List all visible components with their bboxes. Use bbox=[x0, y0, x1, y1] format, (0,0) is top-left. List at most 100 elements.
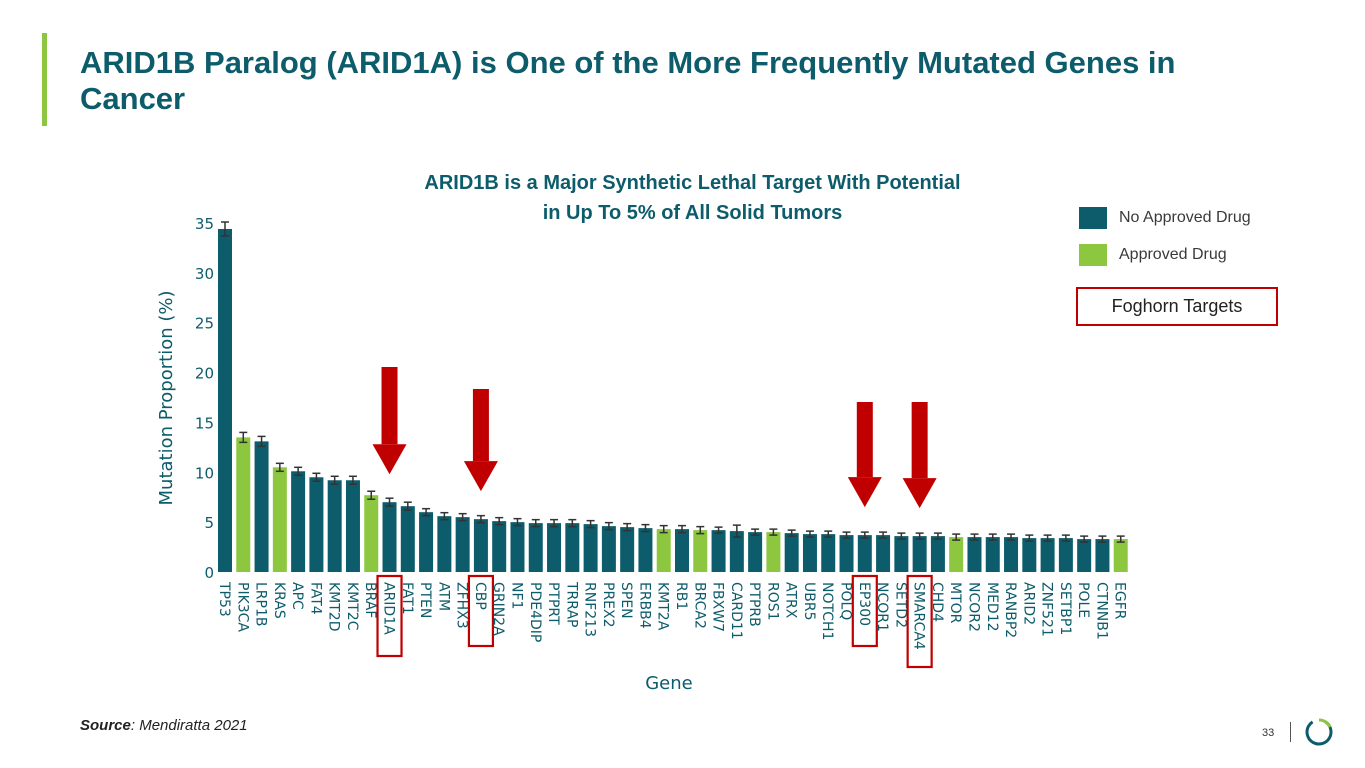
arrow-head-arid1a bbox=[372, 444, 407, 475]
bar-cbp bbox=[473, 519, 488, 572]
bar-trrap bbox=[565, 523, 580, 572]
x-tick-label-cbp: CBP bbox=[472, 582, 488, 610]
bar-kmt2c bbox=[345, 480, 360, 572]
bar-fbxw7 bbox=[711, 530, 726, 572]
x-tick-label-tp53: TP53 bbox=[216, 581, 232, 617]
y-tick-label: 35 bbox=[195, 215, 214, 233]
foghorn-box-smarca4 bbox=[906, 574, 933, 669]
x-tick-label-arid1a: ARID1A bbox=[381, 582, 397, 635]
x-tick-label-fat4: FAT4 bbox=[307, 582, 323, 615]
bar-pde4dip bbox=[528, 523, 543, 572]
legend-label-no-drug: No Approved Drug bbox=[1119, 209, 1251, 226]
x-tick-label-znf521: ZNF521 bbox=[1039, 582, 1055, 637]
foghorn-box-ep300 bbox=[851, 574, 878, 648]
bar-smarca4 bbox=[912, 536, 927, 572]
x-tick-label-rb1: RB1 bbox=[673, 582, 689, 610]
x-tick-label-ubr5: UBR5 bbox=[801, 582, 817, 621]
bar-notch1 bbox=[821, 534, 836, 572]
x-tick-label-pole: POLE bbox=[1075, 582, 1091, 618]
bar-pik3ca bbox=[236, 437, 251, 572]
x-tick-label-kras: KRAS bbox=[271, 582, 287, 619]
legend-approved-drug: Approved Drug bbox=[1079, 243, 1227, 267]
bar-polq bbox=[839, 535, 854, 572]
chart-subtitle-line-1: ARID1B is a Major Synthetic Lethal Targe… bbox=[424, 172, 961, 194]
bar-braf bbox=[364, 495, 379, 572]
x-tick-label-smarca4: SMARCA4 bbox=[911, 582, 927, 650]
x-tick-label-egfr: EGFR bbox=[1112, 582, 1128, 620]
x-tick-label-ptprt: PTPRT bbox=[545, 582, 561, 625]
foghorn-box-cbp bbox=[467, 574, 495, 648]
x-tick-label-setbp1: SETBP1 bbox=[1057, 582, 1073, 635]
bar-ncor1 bbox=[876, 535, 891, 572]
foghorn-logo-icon bbox=[1305, 718, 1333, 746]
x-tick-label-kmt2a: KMT2A bbox=[655, 582, 671, 631]
bar-nf1 bbox=[510, 522, 525, 572]
x-tick-label-pten: PTEN bbox=[417, 582, 433, 618]
bar-fat1 bbox=[400, 506, 415, 572]
bar-mtor bbox=[949, 537, 964, 572]
foghorn-box-arid1a bbox=[376, 574, 403, 658]
x-tick-label-trrap: TRRAP bbox=[563, 581, 579, 627]
x-tick-label-ranbp2: RANBP2 bbox=[1002, 582, 1018, 638]
x-tick-label-brca2: BRCA2 bbox=[691, 582, 707, 629]
bar-ubr5 bbox=[802, 534, 817, 572]
y-tick-label: 10 bbox=[195, 464, 214, 482]
x-tick-label-fbxw7: FBXW7 bbox=[710, 582, 726, 632]
bar-ranbp2 bbox=[1004, 537, 1019, 572]
x-tick-label-ncor2: NCOR2 bbox=[965, 582, 981, 632]
arrow-head-ep300 bbox=[847, 477, 882, 508]
bar-atrx bbox=[784, 533, 799, 572]
x-tick-label-polq: POLQ bbox=[838, 582, 854, 620]
x-tick-label-lrp1b: LRP1B bbox=[253, 582, 269, 626]
page-separator bbox=[1290, 722, 1291, 742]
bar-med12 bbox=[985, 537, 1000, 572]
bar-ncor2 bbox=[967, 537, 982, 572]
x-tick-label-kmt2c: KMT2C bbox=[344, 582, 360, 631]
bar-fat4 bbox=[309, 477, 324, 572]
bar-ros1 bbox=[766, 532, 781, 572]
bar-zfhx3 bbox=[455, 517, 470, 572]
arrow-shaft-cbp bbox=[472, 389, 489, 462]
x-tick-label-med12: MED12 bbox=[984, 582, 1000, 632]
x-tick-label-setd2: SETD2 bbox=[892, 582, 908, 628]
x-axis-label: Gene bbox=[645, 673, 693, 694]
arrow-shaft-ep300 bbox=[856, 402, 873, 478]
x-tick-label-apc: APC bbox=[289, 582, 305, 610]
arrow-shaft-smarca4 bbox=[911, 402, 928, 479]
x-tick-label-nf1: NF1 bbox=[508, 582, 524, 609]
arrow-shaft-arid1a bbox=[381, 367, 398, 445]
bar-card11 bbox=[729, 531, 744, 572]
y-tick-label: 0 bbox=[204, 564, 214, 582]
bar-egfr bbox=[1113, 539, 1128, 572]
x-tick-label-braf: BRAF bbox=[362, 582, 378, 618]
bar-ptprt bbox=[547, 523, 562, 572]
bar-chd4 bbox=[930, 536, 945, 572]
legend-swatch-no-drug bbox=[1079, 207, 1107, 229]
x-tick-label-mtor: MTOR bbox=[947, 582, 963, 624]
x-tick-label-fat1: FAT1 bbox=[399, 582, 415, 615]
source-label: Source bbox=[80, 717, 131, 734]
x-tick-label-pde4dip: PDE4DIP bbox=[527, 582, 543, 642]
bar-grin2a bbox=[492, 521, 507, 572]
bar-spen bbox=[620, 527, 635, 572]
x-tick-label-rnf213: RNF213 bbox=[582, 582, 598, 637]
arrow-head-smarca4 bbox=[902, 478, 937, 509]
bar-arid2 bbox=[1022, 538, 1037, 572]
source-citation: Source: Mendiratta 2021 bbox=[80, 717, 248, 734]
page-number: 33 bbox=[1262, 727, 1275, 739]
legend-label-approved: Approved Drug bbox=[1119, 246, 1227, 263]
bar-brca2 bbox=[693, 530, 708, 572]
source-text: : Mendiratta 2021 bbox=[130, 717, 248, 734]
bar-ep300 bbox=[857, 535, 872, 572]
bar-tp53 bbox=[218, 228, 232, 573]
legend-swatch-approved bbox=[1079, 244, 1107, 266]
x-tick-label-spen: SPEN bbox=[618, 582, 634, 619]
arrow-head-cbp bbox=[463, 461, 498, 492]
x-tick-label-zfhx3: ZFHX3 bbox=[454, 582, 470, 629]
bar-prex2 bbox=[601, 526, 616, 572]
x-tick-label-ep300: EP300 bbox=[856, 582, 872, 626]
y-tick-label: 25 bbox=[195, 315, 214, 333]
x-tick-label-ncor1: NCOR1 bbox=[874, 582, 890, 632]
bar-rnf213 bbox=[583, 524, 598, 572]
